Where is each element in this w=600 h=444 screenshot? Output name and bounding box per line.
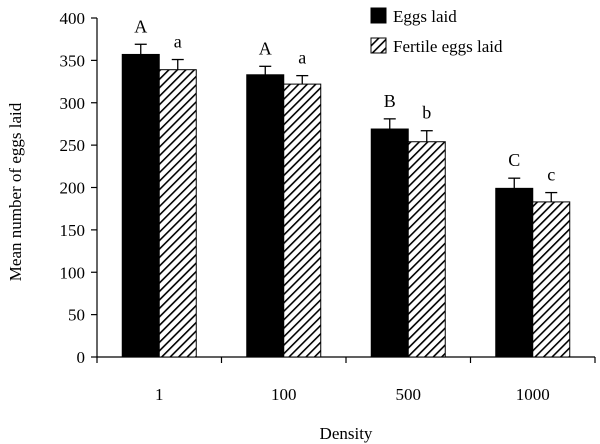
bar [370,128,409,358]
bar [283,83,322,358]
legend-swatch [370,7,387,24]
x-axis: 1 100 500 1000 [96,356,596,404]
y-tick-label: 50 [68,306,85,325]
y-tick-label: 350 [60,51,86,70]
x-tick-label: 500 [396,385,422,404]
legend-label: Fertile eggs laid [393,37,503,56]
bar [158,69,197,358]
y-tick-label: 100 [60,263,86,282]
bars: A A B Ca a b c [121,16,571,358]
y-tick-label: 150 [60,221,86,240]
significance-letter: a [298,48,306,68]
bar [532,201,571,358]
legend-swatch [370,37,387,54]
bar [246,74,285,358]
significance-letter: c [547,165,555,185]
bar [495,187,534,358]
significance-letter: a [174,32,182,52]
x-tick-label: 1 [155,385,164,404]
x-tick-label: 1000 [516,385,550,404]
bar [407,141,446,358]
significance-letter: A [134,16,147,36]
y-tick-label: 300 [60,94,86,113]
x-axis-label: Density [320,424,373,443]
legend: Eggs laid Fertile eggs laid [370,7,503,56]
significance-letter: b [422,103,431,123]
significance-letter: C [508,150,520,170]
y-axis: 0 50 100 150 200 250 300 350 400 [60,9,98,367]
y-tick-label: 0 [77,348,86,367]
y-tick-label: 200 [60,179,86,198]
x-tick-label: 100 [271,385,297,404]
y-tick-label: 400 [60,9,86,28]
significance-letter: B [384,91,396,111]
legend-label: Eggs laid [393,7,457,26]
significance-letter: A [259,38,272,58]
y-axis-label: Mean number of eggs laid [6,102,25,281]
bar [121,53,160,358]
y-tick-label: 250 [60,136,86,155]
